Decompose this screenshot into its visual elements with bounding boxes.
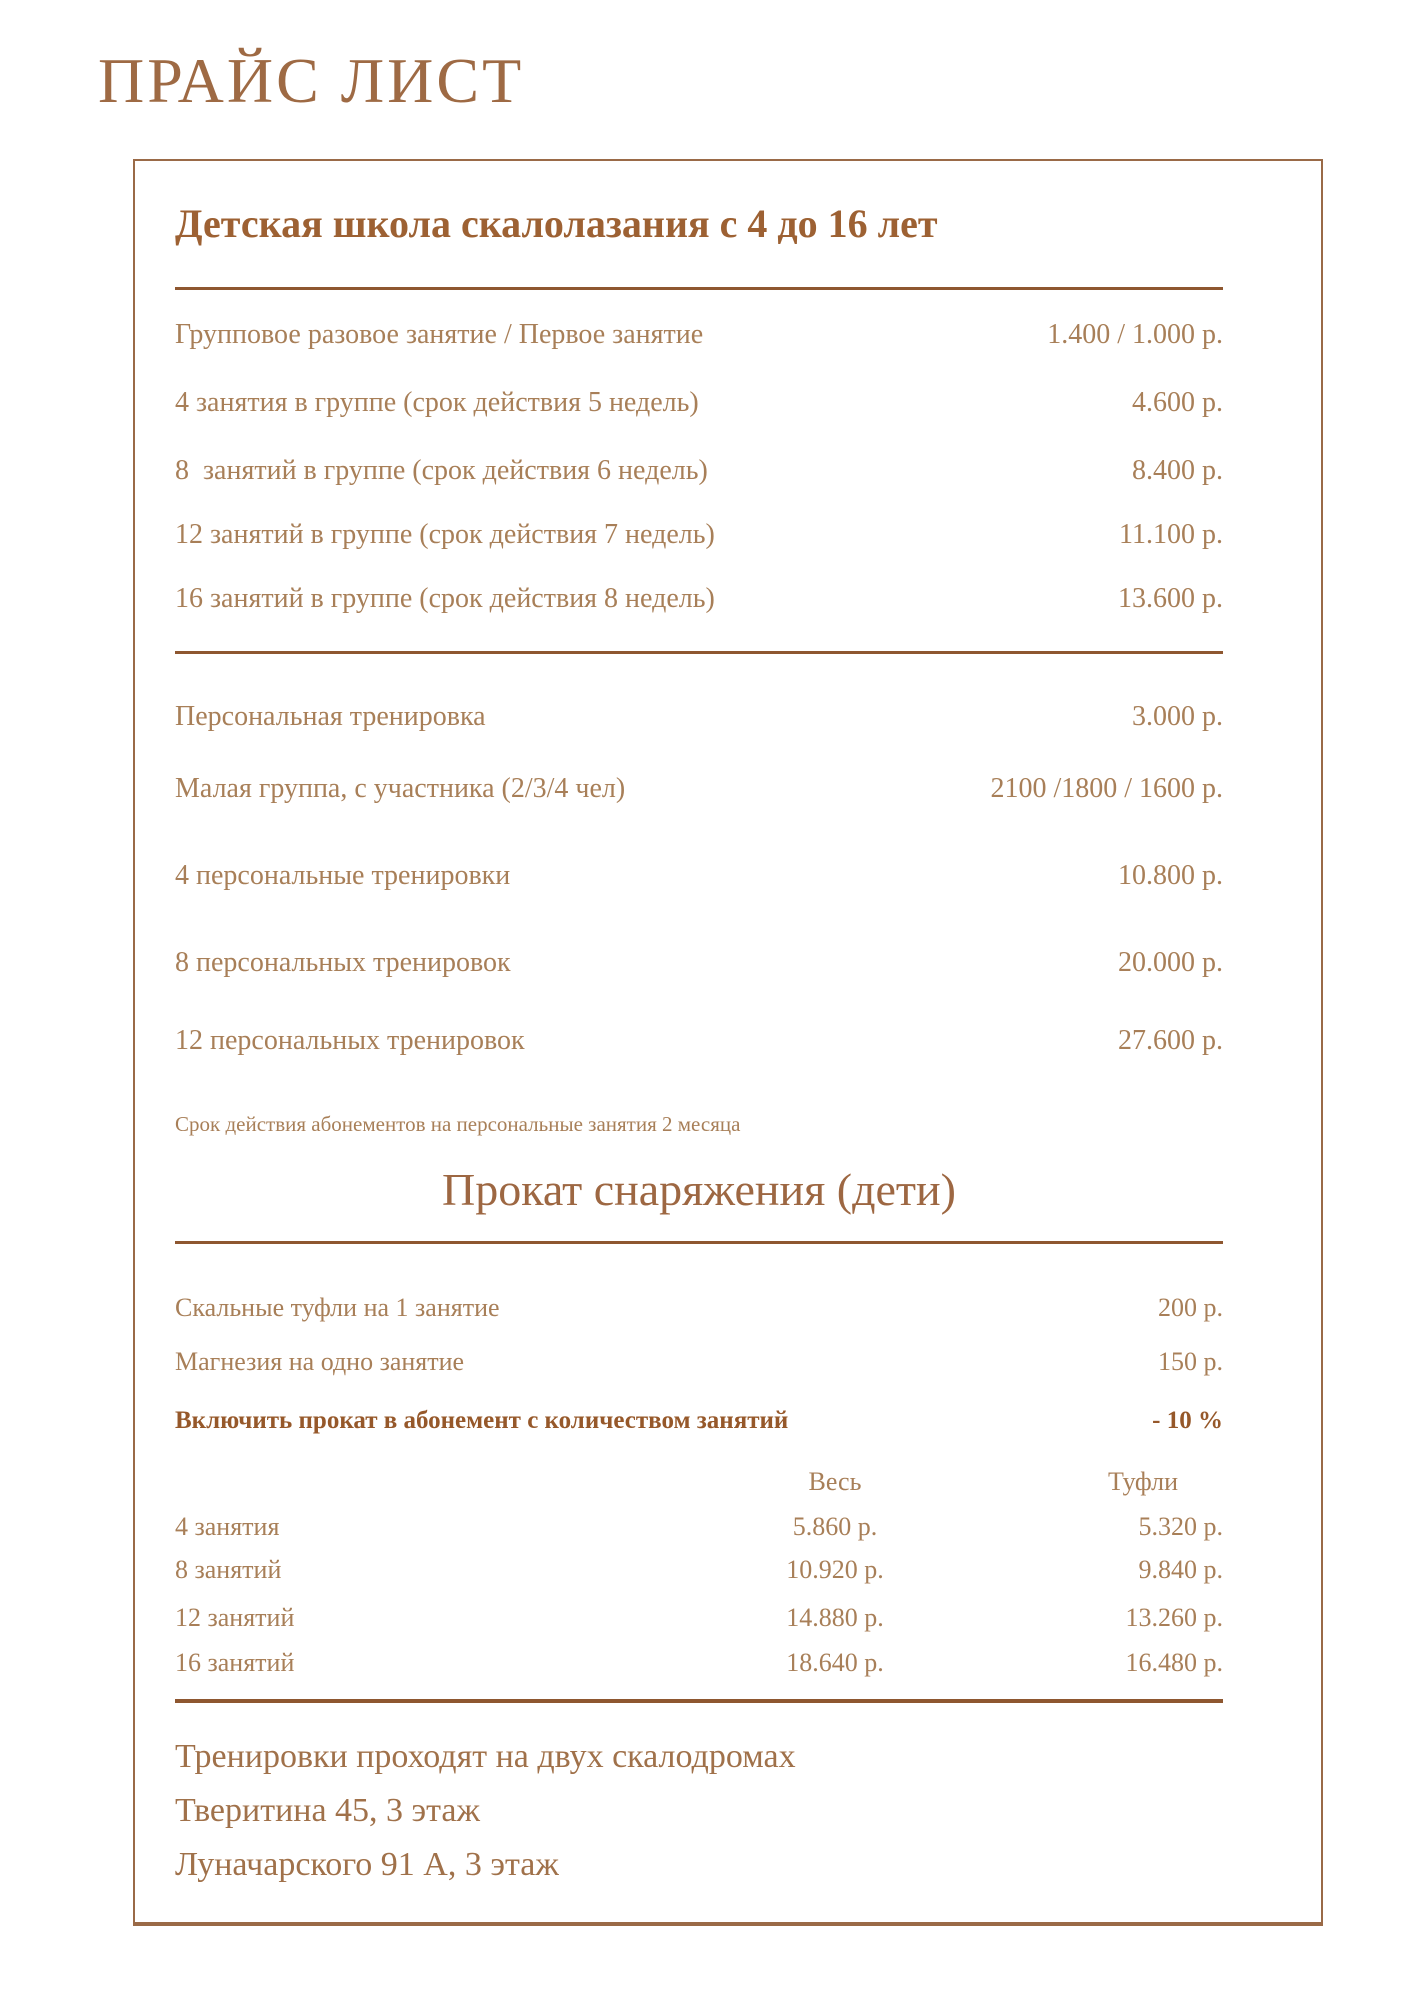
table-row-shoes: 16.480 р.	[1125, 1648, 1224, 1677]
price-row: 8 занятий в группе (срок действия 6 неде…	[175, 455, 1223, 490]
table-row-label: 8 занятий	[175, 1555, 282, 1584]
content-frame	[133, 159, 1323, 1926]
table-row-shoes: 9.840 р.	[1138, 1555, 1224, 1584]
price-row-value: 150 р.	[1158, 1347, 1223, 1376]
price-row: 16 занятий в группе (срок действия 8 нед…	[175, 583, 1223, 618]
divider	[175, 1241, 1223, 1244]
divider	[175, 287, 1223, 290]
price-row-value: 11.100 р.	[1119, 519, 1223, 550]
price-row: Малая группа, с участника (2/3/4 чел) 21…	[175, 773, 1223, 808]
footer-line: Тренировки проходят на двух скалодромах	[175, 1738, 796, 1775]
rental-table-row: 16 занятий 18.640 р. 16.480 р.	[175, 1648, 1224, 1681]
price-row-label: 12 занятий в группе (срок действия 7 нед…	[175, 519, 715, 550]
divider	[175, 1699, 1223, 1703]
rental-table-header: Весь Туфли	[175, 1467, 1223, 1500]
price-row-label: 8 занятий в группе (срок действия 6 неде…	[175, 455, 708, 486]
kids-school-heading: Детская школа скалолазания с 4 до 16 лет	[175, 201, 938, 246]
price-row-label: 4 персональные тренировки	[175, 860, 511, 891]
price-row-label: 8 персональных тренировок	[175, 947, 511, 978]
price-row-value: - 10 %	[1152, 1407, 1223, 1434]
footer-address-lunacharskogo: Луначарского 91 А, 3 этаж	[175, 1846, 559, 1883]
table-row-label: 12 занятий	[175, 1603, 295, 1632]
price-row-label: Персональная тренировка	[175, 701, 486, 732]
rental-table-row: 12 занятий 14.880 р. 13.260 р.	[175, 1603, 1224, 1636]
price-row-label: Скальные туфли на 1 занятие	[175, 1293, 500, 1322]
price-row: 12 занятий в группе (срок действия 7 нед…	[175, 519, 1223, 554]
price-row-value: 4.600 р.	[1132, 387, 1223, 418]
price-row-label: Групповое разовое занятие / Первое занят…	[175, 319, 704, 350]
table-row-shoes: 13.260 р.	[1125, 1603, 1224, 1632]
price-row-label: Магнезия на одно занятие	[175, 1347, 465, 1376]
price-row: Групповое разовое занятие / Первое занят…	[175, 319, 1223, 354]
table-row-full: 14.880 р.	[786, 1603, 884, 1632]
price-row: Магнезия на одно занятие 150 р.	[175, 1347, 1223, 1382]
table-row-shoes: 5.320 р.	[1138, 1512, 1224, 1541]
price-row-value: 10.800 р.	[1118, 860, 1223, 891]
col-header-full: Весь	[808, 1467, 862, 1496]
price-row-label: Включить прокат в абонемент с количество…	[175, 1407, 789, 1434]
price-row: 8 персональных тренировок 20.000 р.	[175, 947, 1223, 982]
footer-address-tveritina: Тверитина 45, 3 этаж	[175, 1792, 481, 1829]
price-row: 4 персональные тренировки 10.800 р.	[175, 860, 1223, 895]
price-row: 12 персональных тренировок 27.600 р.	[175, 1025, 1223, 1060]
price-row-label: Малая группа, с участника (2/3/4 чел)	[175, 773, 626, 804]
price-row-value: 2100 /1800 / 1600 р.	[990, 773, 1223, 804]
rental-discount-row: Включить прокат в абонемент с количество…	[175, 1407, 1223, 1441]
table-row-label: 4 занятия	[175, 1512, 280, 1541]
rental-table-row: 4 занятия 5.860 р. 5.320 р.	[175, 1512, 1224, 1545]
price-row: 4 занятия в группе (срок действия 5 неде…	[175, 387, 1223, 422]
personal-pass-validity-note: Срок действия абонементов на персональны…	[175, 1112, 741, 1136]
price-row-label: 12 персональных тренировок	[175, 1025, 525, 1056]
price-row-value: 13.600 р.	[1118, 583, 1223, 614]
table-row-full: 10.920 р.	[786, 1555, 884, 1584]
rental-table-row: 8 занятий 10.920 р. 9.840 р.	[175, 1555, 1224, 1588]
price-row-label: 4 занятия в группе (срок действия 5 неде…	[175, 387, 699, 418]
price-row: Скальные туфли на 1 занятие 200 р.	[175, 1293, 1223, 1328]
table-row-label: 16 занятий	[175, 1648, 295, 1677]
price-row-value: 200 р.	[1158, 1293, 1223, 1322]
price-row-label: 16 занятий в группе (срок действия 8 нед…	[175, 583, 715, 614]
price-row: Персональная тренировка 3.000 р.	[175, 701, 1223, 736]
rental-heading: Прокат снаряжения (дети)	[442, 1164, 956, 1215]
price-row-value: 20.000 р.	[1118, 947, 1223, 978]
price-row-value: 1.400 / 1.000 р.	[1047, 319, 1223, 350]
divider	[175, 651, 1223, 654]
table-row-full: 18.640 р.	[786, 1648, 884, 1677]
price-row-value: 8.400 р.	[1132, 455, 1223, 486]
col-header-shoes: Туфли	[1107, 1467, 1179, 1496]
page-title: ПРАЙС ЛИСТ	[98, 45, 525, 116]
price-row-value: 27.600 р.	[1118, 1025, 1223, 1056]
table-row-full: 5.860 р.	[792, 1512, 878, 1541]
price-row-value: 3.000 р.	[1132, 701, 1223, 732]
